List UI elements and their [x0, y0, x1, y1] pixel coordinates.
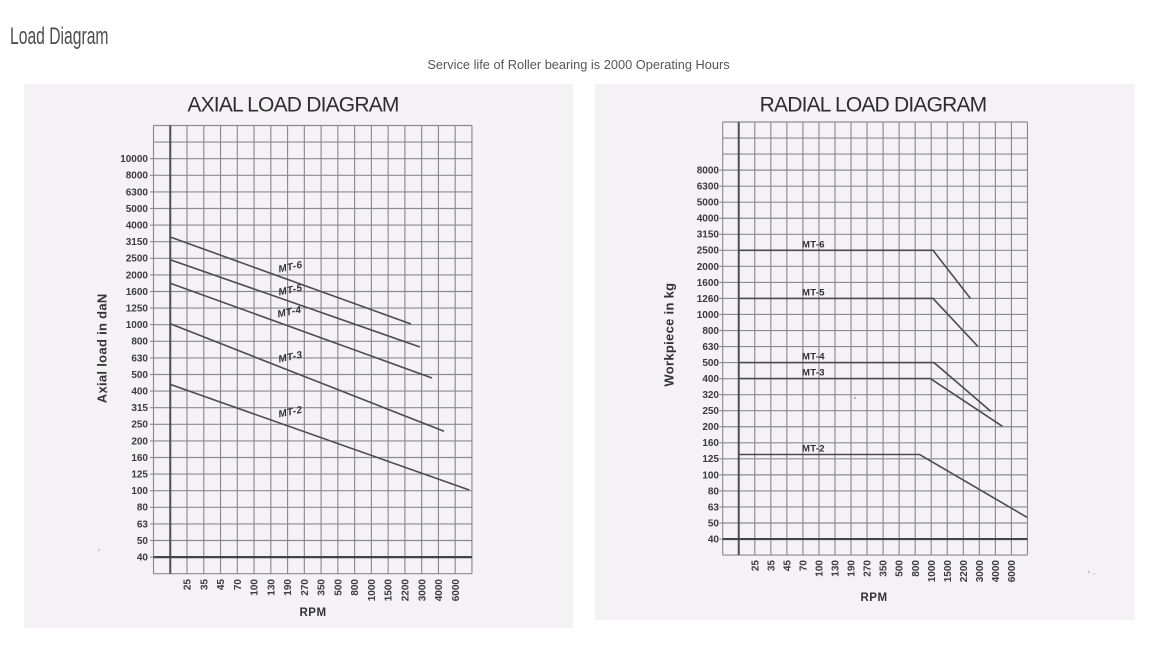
svg-text:270: 270 [863, 560, 874, 577]
svg-text:200: 200 [702, 422, 719, 433]
svg-text:35: 35 [766, 560, 777, 572]
svg-text:250: 250 [131, 420, 148, 431]
svg-text:MT-5: MT-5 [277, 283, 303, 299]
svg-text:3000: 3000 [417, 579, 428, 602]
svg-text:RPM: RPM [860, 592, 887, 604]
svg-text:40: 40 [708, 534, 720, 545]
svg-text:3150: 3150 [126, 237, 149, 248]
svg-text:630: 630 [131, 353, 148, 364]
svg-text:800: 800 [911, 560, 922, 577]
svg-text:190: 190 [283, 579, 294, 596]
svg-text:130: 130 [831, 560, 842, 577]
svg-text:45: 45 [216, 579, 227, 591]
svg-text:4000: 4000 [434, 579, 445, 602]
svg-text:1000: 1000 [367, 579, 378, 602]
svg-text:1000: 1000 [927, 560, 938, 583]
svg-text:6300: 6300 [126, 187, 149, 198]
svg-text:500: 500 [131, 370, 148, 381]
svg-text:2200: 2200 [959, 560, 970, 583]
svg-text:MT-3: MT-3 [277, 350, 303, 366]
svg-text:4000: 4000 [991, 560, 1002, 583]
svg-text:130: 130 [266, 579, 277, 596]
svg-text:1000: 1000 [126, 320, 149, 331]
svg-text:500: 500 [333, 579, 344, 596]
svg-text:50: 50 [708, 518, 720, 529]
svg-text:MT-6: MT-6 [277, 260, 303, 276]
svg-text:MT-3: MT-3 [802, 368, 825, 379]
svg-text:4000: 4000 [126, 221, 149, 232]
svg-text:1250: 1250 [126, 304, 149, 315]
svg-text:160: 160 [702, 438, 719, 449]
svg-text:1600: 1600 [126, 287, 149, 298]
svg-text:2200: 2200 [401, 579, 412, 602]
svg-text:190: 190 [847, 560, 858, 577]
svg-text:2500: 2500 [697, 246, 720, 257]
svg-text:80: 80 [137, 503, 149, 514]
svg-text:8000: 8000 [697, 166, 720, 177]
svg-text:5000: 5000 [126, 204, 149, 215]
svg-text:500: 500 [702, 358, 719, 369]
svg-text:25: 25 [750, 560, 761, 572]
svg-text:MT-4: MT-4 [802, 352, 825, 363]
svg-text:400: 400 [702, 374, 719, 385]
svg-text:Workpiece in kg: Workpiece in kg [662, 283, 677, 387]
svg-text:6000: 6000 [1007, 560, 1018, 583]
svg-text:2500: 2500 [126, 254, 149, 265]
svg-text:800: 800 [131, 337, 148, 348]
svg-text:800: 800 [350, 579, 361, 596]
svg-text:MT-2: MT-2 [802, 444, 825, 455]
svg-text:270: 270 [300, 579, 311, 596]
svg-text:8000: 8000 [126, 171, 149, 182]
svg-text:125: 125 [131, 470, 148, 481]
svg-text:350: 350 [879, 560, 890, 577]
svg-text:MT-2: MT-2 [277, 405, 303, 421]
svg-text:6300: 6300 [697, 182, 720, 193]
svg-text:40: 40 [137, 553, 149, 564]
svg-text:500: 500 [895, 560, 906, 577]
svg-text:Axial load in daN: Axial load in daN [94, 293, 109, 403]
svg-text:RADIAL LOAD DIAGRAM: RADIAL LOAD DIAGRAM [760, 94, 987, 117]
svg-text:630: 630 [702, 342, 719, 353]
svg-text:45: 45 [782, 560, 793, 572]
svg-text:80: 80 [708, 486, 720, 497]
svg-text:2000: 2000 [697, 262, 720, 273]
svg-text:25: 25 [183, 579, 194, 591]
svg-text:100: 100 [815, 560, 826, 577]
svg-text:315: 315 [131, 403, 148, 414]
svg-text:100: 100 [702, 470, 719, 481]
svg-text:3000: 3000 [975, 560, 986, 583]
svg-text:MT-4: MT-4 [276, 305, 302, 321]
svg-text:5000: 5000 [697, 198, 720, 209]
svg-text:6000: 6000 [451, 579, 462, 602]
svg-text:1500: 1500 [943, 560, 954, 583]
svg-text:350: 350 [317, 579, 328, 596]
svg-text:MT-5: MT-5 [802, 287, 825, 298]
svg-text:70: 70 [233, 579, 244, 591]
svg-text:400: 400 [131, 387, 148, 398]
svg-text:200: 200 [131, 436, 148, 447]
svg-text:10000: 10000 [120, 154, 148, 165]
svg-text:50: 50 [137, 536, 149, 547]
svg-text:63: 63 [137, 519, 149, 530]
svg-text:63: 63 [708, 502, 720, 513]
svg-text:70: 70 [799, 560, 810, 572]
svg-text:250: 250 [702, 406, 719, 417]
svg-text:100: 100 [131, 486, 148, 497]
svg-text:1260: 1260 [697, 294, 720, 305]
svg-text:1000: 1000 [697, 310, 720, 321]
svg-text:3150: 3150 [697, 230, 720, 241]
svg-text:100: 100 [250, 579, 261, 596]
svg-text:2000: 2000 [126, 270, 149, 281]
svg-text:160: 160 [131, 453, 148, 464]
svg-text:MT-6: MT-6 [802, 239, 825, 250]
svg-text:4000: 4000 [697, 214, 720, 225]
svg-text:125: 125 [702, 454, 719, 465]
svg-text:RPM: RPM [299, 607, 326, 619]
svg-text:1600: 1600 [697, 278, 720, 289]
svg-text:320: 320 [702, 390, 719, 401]
svg-text:1500: 1500 [384, 579, 395, 602]
svg-text:35: 35 [199, 579, 210, 591]
svg-text:AXIAL LOAD DIAGRAM: AXIAL LOAD DIAGRAM [187, 94, 398, 117]
svg-text:800: 800 [702, 326, 719, 337]
